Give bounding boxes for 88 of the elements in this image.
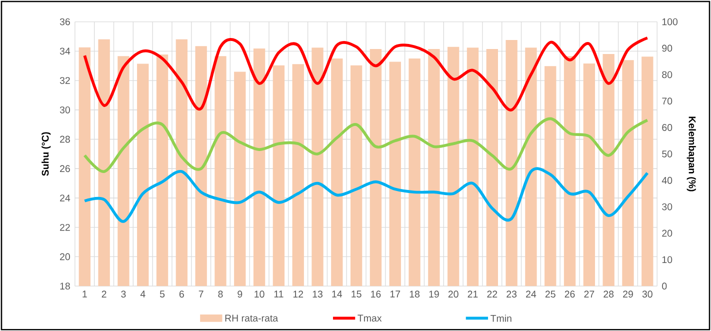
x-tick-label: 12: [293, 290, 304, 298]
x-tick-label: 14: [332, 290, 342, 298]
y-tick-label: 28: [60, 136, 70, 143]
bar: [448, 46, 460, 286]
bar: [195, 46, 207, 286]
x-tick-label: 22: [487, 290, 498, 298]
bar: [312, 48, 324, 286]
bar: [156, 54, 168, 286]
x-tick-label: 18: [410, 290, 420, 298]
bar: [389, 62, 401, 286]
bar: [622, 60, 634, 286]
x-tick-label: 26: [564, 290, 575, 298]
line-series: [83, 117, 649, 173]
bar: [525, 48, 537, 286]
y2-tick-label: 50: [662, 150, 672, 158]
x-tick-label: 23: [506, 290, 517, 298]
legend-label: RH rata-rata: [225, 314, 278, 322]
x-tick-label: 28: [604, 290, 614, 298]
y-tick-label: 32: [60, 77, 70, 84]
x-tick-label: 7: [198, 290, 204, 298]
y-tick-label: 20: [60, 253, 70, 260]
x-tick-label: 6: [179, 290, 184, 298]
x-tick-label: 27: [584, 290, 594, 298]
x-tick-label: 2: [102, 290, 106, 298]
bar: [544, 66, 556, 286]
bar: [350, 65, 362, 286]
legend-label: Tmax: [358, 314, 382, 322]
y2-tick-label: 80: [662, 71, 672, 78]
bar: [118, 56, 130, 286]
bar: [466, 48, 479, 286]
x-tick-label: 4: [140, 290, 146, 298]
bar: [370, 48, 382, 286]
bar: [583, 63, 596, 286]
y2-tick-label: 90: [662, 44, 672, 52]
x-tick-label: 24: [526, 290, 536, 298]
bar: [292, 64, 304, 286]
y-tick-label: 24: [60, 194, 70, 202]
y2-tick-label: 10: [662, 256, 672, 264]
x-tick-label: 17: [390, 290, 400, 298]
y2-tick-label: 60: [662, 124, 672, 131]
x-tick-label: 19: [429, 290, 439, 298]
x-tick-label: 11: [274, 290, 284, 298]
legend-label: Tmin: [490, 314, 512, 322]
y-tick-label: 22: [60, 224, 70, 231]
y2-tick-label: 0: [662, 282, 667, 290]
bar: [272, 65, 285, 286]
x-tick-label: 16: [371, 290, 381, 298]
bar: [137, 64, 149, 286]
bar: [214, 56, 226, 286]
x-tick-label: 25: [545, 290, 556, 298]
bar: [176, 39, 188, 286]
bar: [98, 39, 110, 286]
y2-tick-label: 70: [662, 98, 672, 104]
bar: [253, 48, 266, 286]
y-tick-label: 34: [60, 48, 70, 55]
x-tick-label: 1: [82, 290, 87, 298]
y-tick-label: 30: [60, 106, 70, 114]
y2-tick-label: 30: [662, 203, 672, 210]
y2-axis-title: Kelembapan (%): [686, 116, 696, 192]
x-tick-label: 10: [254, 290, 264, 298]
x-tick-label: 15: [352, 290, 362, 298]
y-tick-label: 26: [60, 165, 70, 172]
y-tick-label: 18: [60, 282, 70, 290]
bar: [408, 58, 420, 286]
x-tick-label: 30: [642, 290, 652, 298]
line-series: [83, 36, 649, 112]
x-tick-label: 5: [160, 290, 165, 298]
x-tick-label: 29: [623, 290, 633, 298]
x-tick-label: 8: [218, 290, 223, 298]
y2-tick-label: 100: [662, 18, 678, 26]
x-tick-label: 21: [468, 290, 478, 298]
bar: [506, 40, 518, 286]
x-tick-label: 20: [448, 290, 458, 298]
bar: [642, 56, 654, 286]
x-tick-label: 9: [238, 290, 242, 298]
bar: [602, 54, 614, 286]
y2-tick-label: 40: [662, 176, 672, 184]
bar: [234, 72, 246, 286]
bar: [331, 58, 343, 286]
x-tick-label: 13: [312, 290, 322, 298]
y2-tick-label: 20: [662, 230, 672, 237]
bar: [428, 48, 440, 286]
y-tick-label: 36: [60, 18, 70, 26]
bar: [486, 48, 498, 286]
bar: [78, 47, 90, 286]
bar: [564, 56, 576, 286]
x-tick-label: 3: [121, 290, 126, 298]
y-axis-title: Suhu (°C): [42, 132, 51, 176]
